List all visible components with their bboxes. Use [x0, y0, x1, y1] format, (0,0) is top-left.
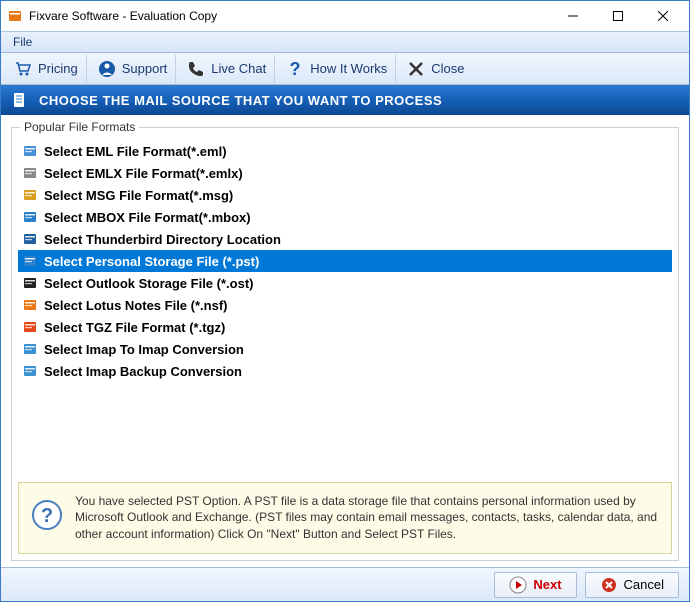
close-toolbar-button[interactable]: Close: [398, 55, 472, 83]
format-list: Select EML File Format(*.eml) Select EMLX…: [18, 140, 672, 382]
app-icon: [7, 8, 23, 24]
format-label: Select Outlook Storage File (*.ost): [44, 276, 253, 291]
format-item[interactable]: Select Personal Storage File (*.pst): [18, 250, 672, 272]
format-label: Select Imap Backup Conversion: [44, 364, 242, 379]
titlebar: Fixvare Software - Evaluation Copy: [1, 1, 689, 31]
close-label: Close: [431, 61, 464, 76]
maximize-button[interactable]: [595, 2, 640, 30]
info-text: You have selected PST Option. A PST file…: [75, 493, 659, 543]
format-item[interactable]: Select TGZ File Format (*.tgz): [18, 316, 672, 338]
format-icon: [22, 209, 38, 225]
svg-text:?: ?: [41, 505, 53, 527]
document-icon: [11, 91, 29, 109]
banner-text: CHOOSE THE MAIL SOURCE THAT YOU WANT TO …: [39, 93, 442, 108]
format-item[interactable]: Select Outlook Storage File (*.ost): [18, 272, 672, 294]
svg-text:?: ?: [290, 59, 301, 79]
format-icon: [22, 143, 38, 159]
format-icon: [22, 187, 38, 203]
file-menu[interactable]: File: [7, 33, 38, 51]
format-item[interactable]: Select Thunderbird Directory Location: [18, 228, 672, 250]
next-label: Next: [533, 577, 561, 592]
format-item[interactable]: Select EML File Format(*.eml): [18, 140, 672, 162]
group-label: Popular File Formats: [20, 120, 139, 134]
format-label: Select Lotus Notes File (*.nsf): [44, 298, 227, 313]
format-icon: [22, 231, 38, 247]
format-label: Select MSG File Format(*.msg): [44, 188, 233, 203]
format-icon: [22, 363, 38, 379]
cancel-button[interactable]: Cancel: [585, 572, 679, 598]
formats-group: Popular File Formats Select EML File For…: [11, 127, 679, 561]
close-icon: [406, 59, 426, 79]
content-area: Popular File Formats Select EML File For…: [1, 115, 689, 567]
support-label: Support: [122, 61, 168, 76]
format-label: Select EML File Format(*.eml): [44, 144, 227, 159]
format-label: Select Imap To Imap Conversion: [44, 342, 244, 357]
format-label: Select Thunderbird Directory Location: [44, 232, 281, 247]
format-icon: [22, 275, 38, 291]
phone-icon: [186, 59, 206, 79]
window-title: Fixvare Software - Evaluation Copy: [29, 9, 550, 23]
question-icon: ?: [285, 59, 305, 79]
footer: Next Cancel: [1, 567, 689, 601]
livechat-button[interactable]: Live Chat: [178, 55, 275, 83]
toolbar: Pricing Support Live Chat ? How It Works…: [1, 53, 689, 85]
minimize-button[interactable]: [550, 2, 595, 30]
format-icon: [22, 253, 38, 269]
pricing-label: Pricing: [38, 61, 78, 76]
header-banner: CHOOSE THE MAIL SOURCE THAT YOU WANT TO …: [1, 85, 689, 115]
format-icon: [22, 165, 38, 181]
format-item[interactable]: Select MSG File Format(*.msg): [18, 184, 672, 206]
howitworks-button[interactable]: ? How It Works: [277, 55, 396, 83]
pricing-button[interactable]: Pricing: [5, 55, 87, 83]
format-icon: [22, 297, 38, 313]
support-icon: [97, 59, 117, 79]
format-item[interactable]: Select EMLX File Format(*.emlx): [18, 162, 672, 184]
format-item[interactable]: Select Imap To Imap Conversion: [18, 338, 672, 360]
format-icon: [22, 319, 38, 335]
format-item[interactable]: Select MBOX File Format(*.mbox): [18, 206, 672, 228]
format-label: Select EMLX File Format(*.emlx): [44, 166, 243, 181]
menubar: File: [1, 31, 689, 53]
format-label: Select TGZ File Format (*.tgz): [44, 320, 225, 335]
format-item[interactable]: Select Imap Backup Conversion: [18, 360, 672, 382]
play-icon: [509, 576, 527, 594]
format-icon: [22, 341, 38, 357]
cancel-label: Cancel: [624, 577, 664, 592]
format-item[interactable]: Select Lotus Notes File (*.nsf): [18, 294, 672, 316]
info-question-icon: ?: [31, 499, 63, 531]
cart-icon: [13, 59, 33, 79]
cancel-icon: [600, 576, 618, 594]
format-label: Select MBOX File Format(*.mbox): [44, 210, 251, 225]
window-controls: [550, 2, 685, 30]
howitworks-label: How It Works: [310, 61, 387, 76]
support-button[interactable]: Support: [89, 55, 177, 83]
next-button[interactable]: Next: [494, 572, 576, 598]
format-label: Select Personal Storage File (*.pst): [44, 254, 259, 269]
livechat-label: Live Chat: [211, 61, 266, 76]
close-button[interactable]: [640, 2, 685, 30]
info-box: ? You have selected PST Option. A PST fi…: [18, 482, 672, 554]
